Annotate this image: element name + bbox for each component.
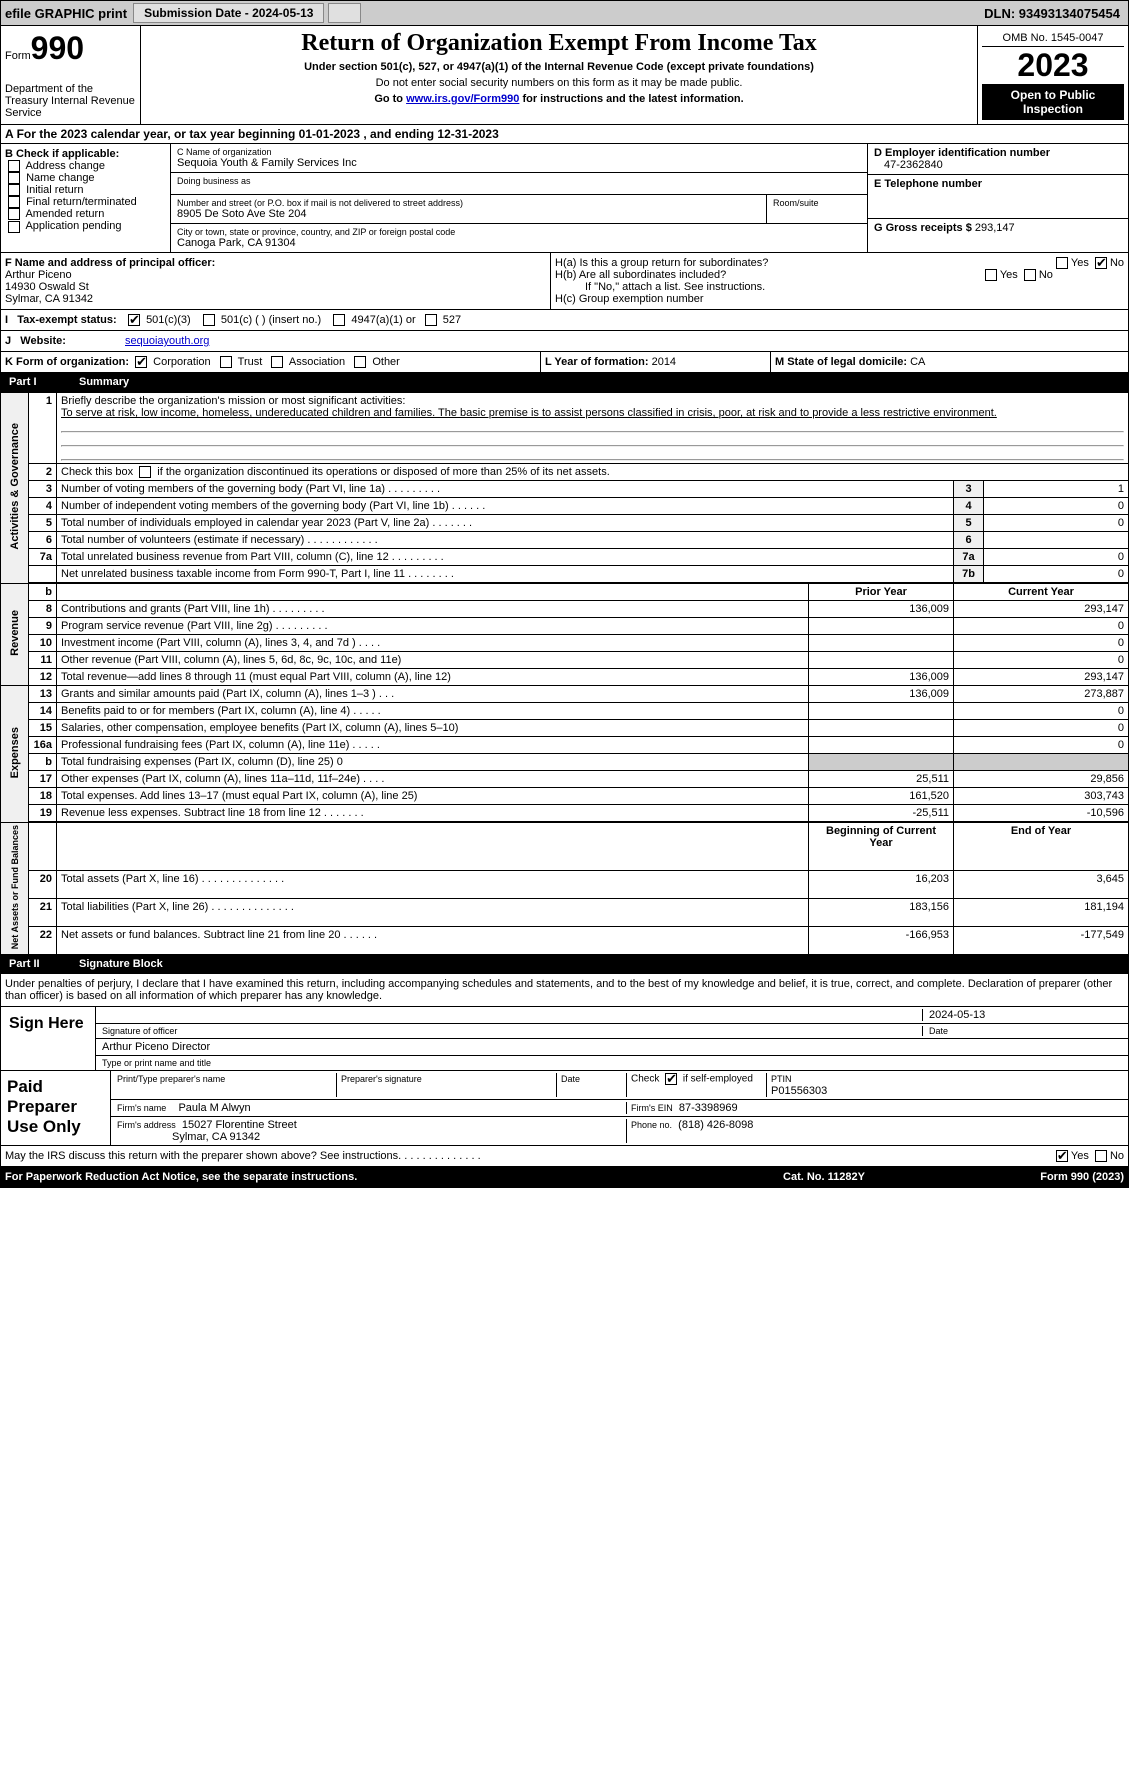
- org-city: Canoga Park, CA 91304: [177, 237, 861, 249]
- sign-here-block: Sign Here 2024-05-13 Signature of office…: [0, 1007, 1129, 1071]
- opt-application-pending[interactable]: Application pending: [5, 220, 166, 232]
- firm-ein: 87-3398969: [679, 1102, 738, 1114]
- ptin-value: P01556303: [771, 1085, 827, 1097]
- org-name: Sequoia Youth & Family Services Inc: [177, 157, 861, 169]
- form-header: Form990 Department of the Treasury Inter…: [0, 26, 1129, 125]
- open-inspection: Open to Public Inspection: [982, 84, 1124, 120]
- sidetab-revenue: Revenue: [9, 610, 21, 656]
- year-formation: 2014: [652, 356, 676, 368]
- subtitle-2: Do not enter social security numbers on …: [145, 77, 973, 89]
- val-7a: 0: [984, 549, 1129, 566]
- part2-header: Part IISignature Block: [0, 955, 1129, 974]
- omb-number: OMB No. 1545-0047: [982, 30, 1124, 47]
- discontinued-checkbox[interactable]: [139, 466, 151, 478]
- summary-table: Activities & Governance 1 Briefly descri…: [0, 392, 1129, 955]
- sig-date: 2024-05-13: [922, 1009, 1122, 1021]
- h-a: H(a) Is this a group return for subordin…: [555, 257, 1124, 269]
- form-number: 990: [31, 30, 84, 66]
- org-street: 8905 De Soto Ave Ste 204: [177, 208, 760, 220]
- self-employed-checkbox[interactable]: [665, 1073, 677, 1085]
- val-6: [984, 532, 1129, 549]
- opt-501c[interactable]: 501(c) ( ) (insert no.): [200, 314, 321, 326]
- officer-row: F Name and address of principal officer:…: [0, 253, 1129, 310]
- tax-year: 2023: [982, 47, 1124, 84]
- sidetab-expenses: Expenses: [9, 727, 21, 778]
- form-title: Return of Organization Exempt From Incom…: [145, 30, 973, 57]
- opt-527[interactable]: 527: [422, 314, 461, 326]
- opt-corporation[interactable]: [135, 356, 147, 368]
- irs-no-checkbox[interactable]: [1095, 1150, 1107, 1162]
- dln-label: DLN: 93493134075454: [984, 6, 1120, 21]
- box-c: C Name of organizationSequoia Youth & Fa…: [171, 144, 868, 252]
- val-4: 0: [984, 498, 1129, 515]
- irs-discuss-row: May the IRS discuss this return with the…: [0, 1146, 1129, 1167]
- entity-info-box: B Check if applicable: Address change Na…: [0, 144, 1129, 253]
- tax-exempt-status-row: I Tax-exempt status: 501(c)(3) 501(c) ( …: [0, 310, 1129, 331]
- opt-address-change[interactable]: Address change: [5, 160, 166, 172]
- subtitle-1: Under section 501(c), 527, or 4947(a)(1)…: [145, 61, 973, 73]
- val-5: 0: [984, 515, 1129, 532]
- website-link[interactable]: sequoiayouth.org: [125, 335, 209, 347]
- val-7b: 0: [984, 566, 1129, 584]
- firm-phone: (818) 426-8098: [678, 1119, 753, 1131]
- irs-yes-checkbox[interactable]: [1056, 1150, 1068, 1162]
- officer-name-title: Arthur Piceno Director: [96, 1039, 1128, 1056]
- perjury-declaration: Under penalties of perjury, I declare th…: [0, 974, 1129, 1007]
- opt-association[interactable]: [271, 356, 283, 368]
- officer-name: Arthur Piceno: [5, 269, 72, 281]
- box-deg: D Employer identification number47-23628…: [868, 144, 1128, 252]
- opt-4947[interactable]: 4947(a)(1) or: [330, 314, 415, 326]
- ein-value: 47-2362840: [874, 159, 1122, 171]
- val-3: 1: [984, 481, 1129, 498]
- opt-trust[interactable]: [220, 356, 232, 368]
- row-a-taxyear: A For the 2023 calendar year, or tax yea…: [0, 125, 1129, 144]
- box-b: B Check if applicable: Address change Na…: [1, 144, 171, 252]
- gross-receipts: 293,147: [975, 222, 1015, 234]
- mission-text: To serve at risk, low income, homeless, …: [61, 407, 997, 419]
- sidetab-netassets: Net Assets or Fund Balances: [10, 825, 20, 949]
- sidetab-activities: Activities & Governance: [9, 423, 21, 550]
- opt-initial-return[interactable]: Initial return: [5, 184, 166, 196]
- opt-501c3[interactable]: 501(c)(3): [125, 314, 191, 326]
- opt-name-change[interactable]: Name change: [5, 172, 166, 184]
- opt-other[interactable]: [354, 356, 366, 368]
- efile-label: efile GRAPHIC print: [5, 6, 127, 21]
- h-b: H(b) Are all subordinates included? Yes …: [555, 269, 1124, 281]
- website-row: J Website: sequoiayouth.org: [0, 331, 1129, 352]
- opt-final-return[interactable]: Final return/terminated: [5, 196, 166, 208]
- firm-name: Paula M Alwyn: [178, 1102, 250, 1114]
- subtitle-3: Go to www.irs.gov/Form990 for instructio…: [145, 93, 973, 105]
- page-footer: For Paperwork Reduction Act Notice, see …: [0, 1167, 1129, 1188]
- submission-button[interactable]: Submission Date - 2024-05-13: [133, 3, 324, 23]
- opt-amended-return[interactable]: Amended return: [5, 208, 166, 220]
- form-label: Form: [5, 50, 31, 62]
- blank-button[interactable]: [328, 3, 360, 23]
- irs-link[interactable]: www.irs.gov/Form990: [406, 93, 519, 105]
- dept-label: Department of the Treasury Internal Reve…: [5, 83, 136, 119]
- part1-header: Part ISummary: [0, 373, 1129, 392]
- h-c: H(c) Group exemption number: [555, 293, 1124, 305]
- state-domicile: CA: [910, 356, 925, 368]
- paid-preparer-block: Paid Preparer Use Only Print/Type prepar…: [0, 1071, 1129, 1146]
- klm-row: K Form of organization: Corporation Trus…: [0, 352, 1129, 373]
- top-bar: efile GRAPHIC print Submission Date - 20…: [0, 0, 1129, 26]
